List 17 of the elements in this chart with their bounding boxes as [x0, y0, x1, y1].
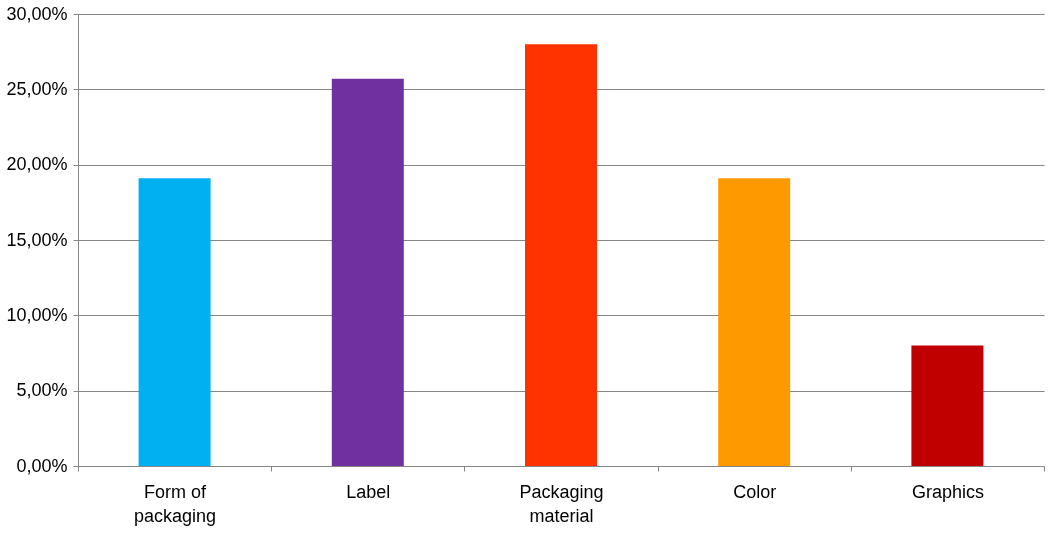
y-tick-label: 20,00%	[6, 154, 68, 175]
x-tick-label: Color	[733, 481, 777, 502]
x-tick-label: Packaging material	[519, 481, 604, 526]
y-tick-label: 10,00%	[6, 304, 68, 325]
x-tick-label: Graphics	[911, 481, 984, 502]
x-tick-label: Label	[346, 481, 391, 502]
bar	[911, 345, 984, 466]
y-tick-label: 30,00%	[6, 3, 68, 24]
bar	[718, 178, 791, 466]
bar	[331, 78, 404, 466]
y-tick-label: 5,00%	[16, 380, 68, 401]
y-tick-label: 0,00%	[16, 455, 68, 476]
y-tick-label: 25,00%	[6, 78, 68, 99]
y-tick-label: 15,00%	[6, 229, 68, 250]
x-tick-label: Form of packaging	[134, 481, 217, 526]
bar	[138, 178, 211, 466]
bar	[525, 44, 597, 466]
